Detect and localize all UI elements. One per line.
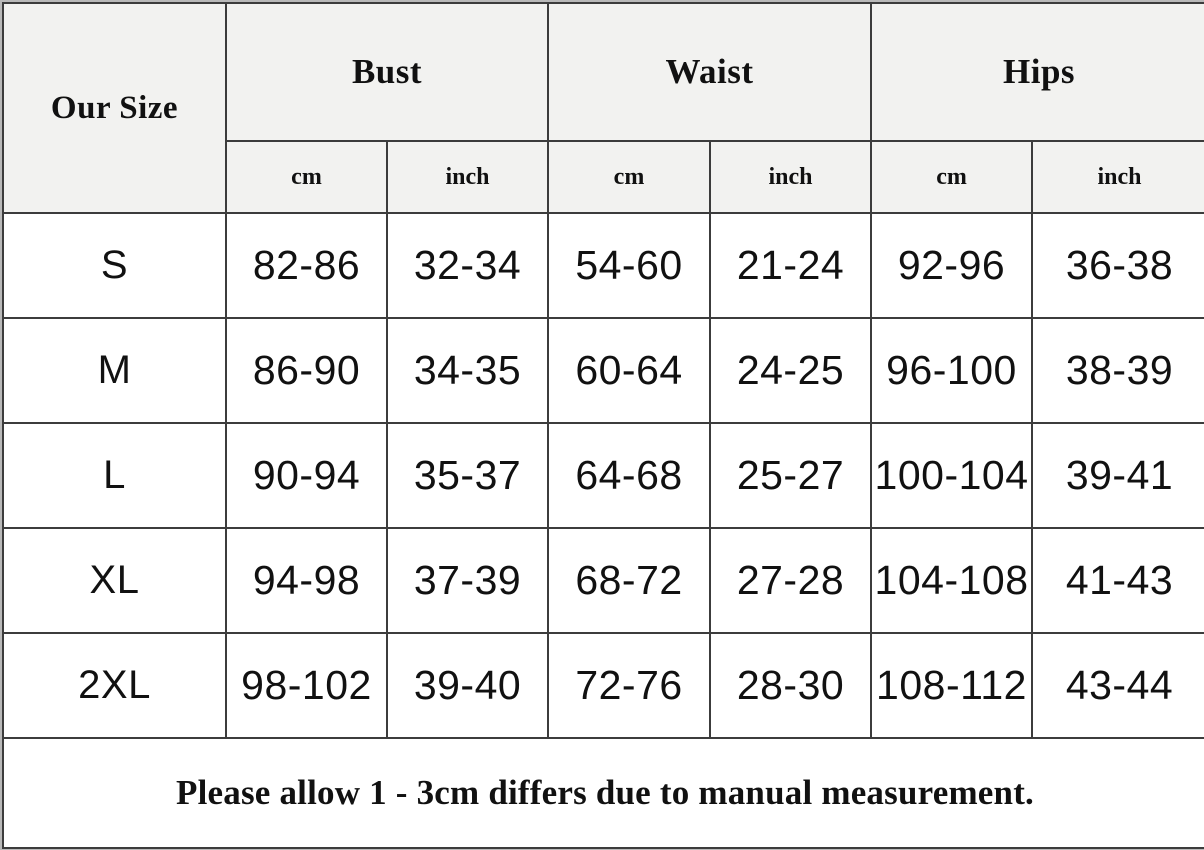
measurement-cell: 39-40 <box>386 632 549 739</box>
measurement-cell: 60-64 <box>547 317 711 424</box>
table-row-m: M 86-90 34-35 60-64 24-25 96-100 38-39 <box>2 317 1204 424</box>
corner-header-our-size: Our Size <box>2 2 227 214</box>
table-row-s: S 82-86 32-34 54-60 21-24 92-96 36-38 <box>2 212 1204 319</box>
table-row-l: L 90-94 35-37 64-68 25-27 100-104 39-41 <box>2 422 1204 529</box>
measurement-cell: 36-38 <box>1031 212 1204 319</box>
size-label: S <box>2 212 227 319</box>
footnote-text: Please allow 1 - 3cm differs due to manu… <box>1 737 1204 849</box>
group-header-row: Our Size Bust Waist Hips <box>2 2 1204 214</box>
measurement-cell: 21-24 <box>708 212 873 319</box>
measurement-cell: 43-44 <box>1031 632 1204 739</box>
unit-header-hips-cm: cm <box>870 140 1034 214</box>
footnote-row: Please allow 1 - 3cm differs due to manu… <box>1 737 1204 849</box>
unit-header-bust-cm: cm <box>225 140 388 214</box>
measurement-cell: 39-41 <box>1031 422 1204 529</box>
measurement-cell: 72-76 <box>547 632 711 739</box>
measurement-cell: 28-30 <box>708 632 873 739</box>
unit-header-waist-inch: inch <box>708 140 873 214</box>
unit-header-hips-inch: inch <box>1031 140 1204 214</box>
measurement-cell: 37-39 <box>386 527 549 634</box>
measurement-cell: 108-112 <box>870 632 1034 739</box>
measurement-cell: 82-86 <box>225 212 388 319</box>
group-header-bust: Bust <box>225 2 549 142</box>
group-header-hips: Hips <box>870 2 1204 142</box>
measurement-cell: 25-27 <box>708 422 873 529</box>
measurement-cell: 54-60 <box>547 212 711 319</box>
size-label: L <box>2 422 227 529</box>
measurement-cell: 24-25 <box>708 317 873 424</box>
measurement-cell: 68-72 <box>547 527 711 634</box>
measurement-cell: 27-28 <box>708 527 873 634</box>
measurement-cell: 96-100 <box>870 317 1034 424</box>
unit-header-row: cm inch cm inch cm inch <box>3 140 1204 214</box>
measurement-cell: 94-98 <box>225 527 388 634</box>
size-label: XL <box>2 527 227 634</box>
measurement-cell: 98-102 <box>225 632 388 739</box>
table-row-xl: XL 94-98 37-39 68-72 27-28 104-108 41-43 <box>2 527 1204 634</box>
measurement-cell: 35-37 <box>386 422 549 529</box>
measurement-cell: 41-43 <box>1031 527 1204 634</box>
measurement-cell: 38-39 <box>1031 317 1204 424</box>
measurement-cell: 104-108 <box>870 527 1034 634</box>
unit-header-waist-cm: cm <box>547 140 711 214</box>
measurement-cell: 92-96 <box>870 212 1034 319</box>
measurement-cell: 100-104 <box>870 422 1034 529</box>
measurement-cell: 32-34 <box>386 212 549 319</box>
measurement-cell: 64-68 <box>547 422 711 529</box>
measurement-cell: 34-35 <box>386 317 549 424</box>
table-row-2xl: 2XL 98-102 39-40 72-76 28-30 108-112 43-… <box>2 632 1204 739</box>
measurement-cell: 86-90 <box>225 317 388 424</box>
group-header-waist: Waist <box>546 2 873 142</box>
size-label: M <box>2 317 227 424</box>
size-label: 2XL <box>2 632 227 739</box>
measurement-cell: 90-94 <box>225 422 388 529</box>
unit-header-bust-inch: inch <box>386 140 549 214</box>
